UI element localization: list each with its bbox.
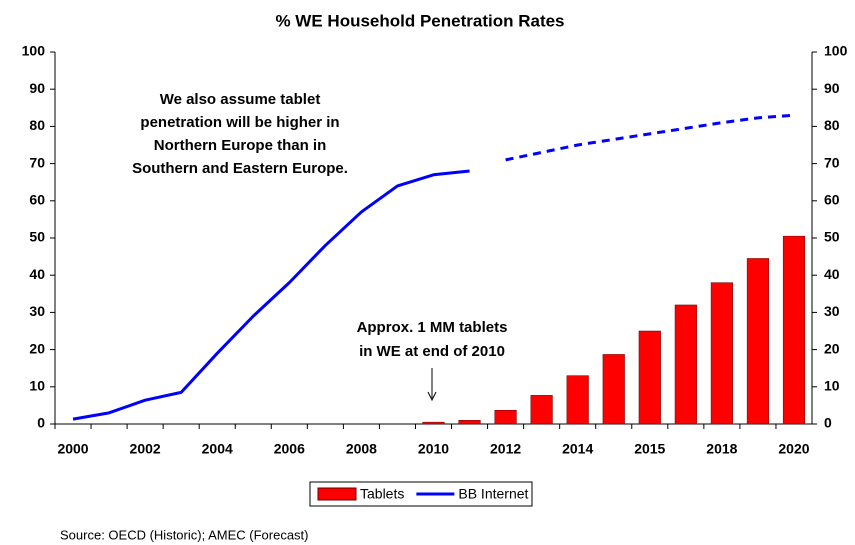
source: Source: OECD (Historic); AMEC (Forecast) (60, 527, 309, 542)
y-tick-label: 0 (37, 415, 45, 431)
bar (566, 375, 589, 425)
y2-tick-label: 20 (824, 340, 840, 356)
y-tick-label: 30 (29, 303, 45, 319)
y-tick-label: 50 (29, 229, 45, 245)
bar (530, 395, 553, 425)
legend-label: Tablets (360, 486, 404, 502)
bar (602, 354, 625, 425)
y2-tick-label: 80 (824, 117, 840, 133)
bar (422, 421, 445, 425)
y2-tick-label: 50 (824, 229, 840, 245)
y2-tick-label: 0 (824, 415, 832, 431)
annotation: Southern and Eastern Europe. (132, 160, 348, 177)
y-tick-label: 80 (29, 117, 45, 133)
y2-tick-label: 30 (824, 303, 840, 319)
y2-tick-label: 60 (824, 192, 840, 208)
x-tick-label: 2008 (346, 441, 377, 457)
annotation: Northern Europe than in (154, 137, 327, 154)
line (72, 169, 470, 421)
y-tick-label: 60 (29, 192, 45, 208)
bar (782, 235, 806, 425)
bar (674, 304, 697, 425)
line (505, 113, 795, 162)
x-tick-label: 2006 (274, 441, 305, 457)
bar (710, 282, 733, 425)
y-tick-label: 40 (29, 266, 45, 282)
x-tick-label: 2015 (634, 441, 665, 457)
bar (746, 258, 769, 425)
x-tick-label: 2020 (778, 441, 809, 457)
bar (494, 409, 517, 425)
y2-tick-label: 40 (824, 266, 840, 282)
annotation: penetration will be higher in (140, 114, 339, 131)
x-tick-label: 2002 (130, 441, 161, 457)
bar (638, 330, 661, 425)
x-tick-label: 2004 (202, 441, 233, 457)
arrow-head (427, 391, 437, 402)
legend-label: BB Internet (458, 486, 528, 502)
y2-tick-label: 10 (824, 378, 840, 394)
y-tick-label: 10 (29, 378, 45, 394)
x-tick-label: 2014 (562, 441, 593, 457)
y-tick-label: 20 (29, 340, 45, 356)
annotation: in WE at end of 2010 (359, 343, 505, 360)
legend-swatch (317, 487, 357, 501)
y-tick-label: 90 (29, 80, 45, 96)
x-tick-label: 2000 (57, 441, 88, 457)
annotation: Approx. 1 MM tablets (357, 319, 508, 336)
y2-tick-label: 70 (824, 154, 840, 170)
x-tick-label: 2018 (706, 441, 737, 457)
y-tick-label: 100 (22, 43, 46, 59)
y-tick-label: 70 (29, 154, 45, 170)
bar (458, 420, 481, 425)
y2-tick-label: 100 (824, 43, 848, 59)
x-tick-label: 2012 (490, 441, 521, 457)
y2-tick-label: 90 (824, 80, 840, 96)
x-tick-label: 2010 (418, 441, 449, 457)
chart-title: % WE Household Penetration Rates (275, 11, 564, 30)
annotation: We also assume tablet (160, 91, 321, 108)
